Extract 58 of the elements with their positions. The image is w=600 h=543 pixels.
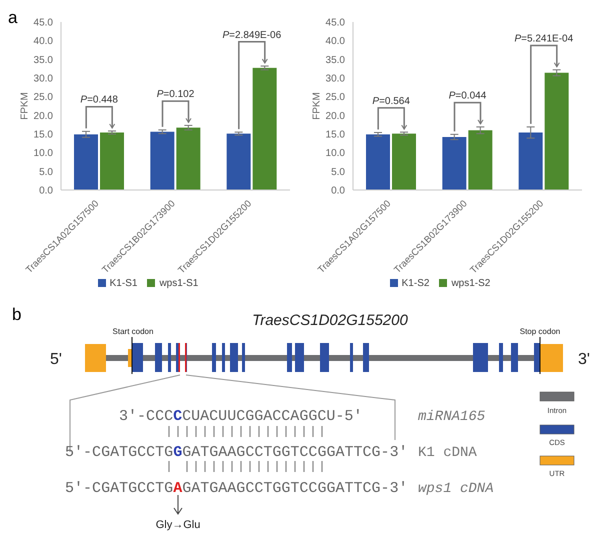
bar [176,128,200,190]
bar [74,134,98,190]
annotation: P=0.564 [372,96,410,107]
bar [226,134,251,190]
text: 3'-CCCCCUACUUCGGACCAGGCU-5' [119,408,362,425]
y-tick-label: 25.0 [34,92,54,104]
y-tick-label: 10.0 [34,148,54,160]
legend-label: K1-S2 [402,278,430,289]
bar [392,134,416,190]
bar [442,136,466,190]
text: 5' [50,351,62,368]
y-tick-label: 20.0 [34,110,54,122]
text: Start codon [112,327,154,336]
y-tick-label: 35.0 [326,54,346,66]
annotation: P=2.849E-06 [222,30,282,41]
text: K1 cDNA [418,445,478,461]
y-tick-label: 25.0 [326,92,346,104]
y-tick-label: 15.0 [34,130,54,141]
y-tick-label: 40.0 [326,36,346,48]
y-tick-label: 45.0 [34,18,54,29]
text: wps1 cDNA [418,481,494,497]
y-tick-label: 10.0 [326,148,346,160]
y-tick-label: 30.0 [326,74,346,85]
y-tick-label: 40.0 [34,36,54,48]
text: Stop codon [520,327,560,336]
bar [100,132,124,190]
bar [366,134,390,190]
y-tick-label: 0.0 [331,186,346,197]
text: Gly→Glu [156,519,200,531]
text: a [8,8,18,28]
y-tick-label: 15.0 [326,130,346,141]
y-tick-label: 30.0 [34,74,54,85]
text: b [12,305,22,324]
annotation: P=5.241E-04 [514,34,574,45]
text: 5'-CGATGCCTGAGATGAAGCCTGGTCCGGATTCG-3' [65,480,408,497]
y-tick-label: 45.0 [326,18,346,29]
legend-label: wps1-S2 [451,278,490,289]
y-tick-label: 5.0 [39,166,54,178]
annotation: P=0.102 [156,89,195,100]
legend-label: K1-S1 [110,278,138,289]
y-tick-label: 0.0 [39,186,54,197]
bar [150,132,174,190]
annotation: P=0.044 [448,90,487,102]
text: TraesCS1D02G155200 [252,312,408,329]
y-tick-label: 35.0 [34,54,54,66]
text: miRNA165 [418,409,486,425]
bar [252,68,277,190]
y-axis-title: FPKM [312,92,323,120]
y-axis-title: FPKM [20,92,31,120]
text: 3' [578,351,590,368]
legend-label: wps1-S1 [159,278,198,289]
text: 5'-CGATGCCTGGGATGAAGCCTGGTCCGGATTCG-3' [65,444,408,461]
y-tick-label: 5.0 [331,166,346,178]
bar [468,130,492,190]
y-tick-label: 20.0 [326,110,346,122]
bar [518,132,543,190]
annotation: P=0.448 [80,94,118,106]
bar [544,72,569,190]
